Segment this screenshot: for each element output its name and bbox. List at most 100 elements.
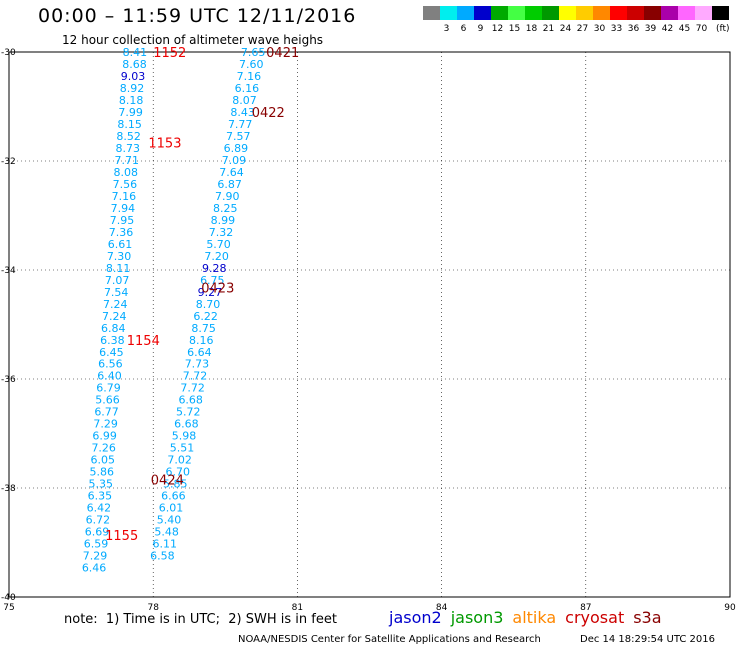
wave-height-value: 5.35: [89, 478, 114, 491]
wave-height-value: 6.99: [92, 430, 117, 443]
legend-swatch-label: 24: [559, 24, 572, 34]
satellite-altika: altika: [512, 608, 557, 627]
x-tick-label: 75: [3, 603, 14, 613]
wave-height-value: 7.99: [118, 106, 143, 119]
wave-height-value: 8.92: [120, 82, 145, 95]
wave-height-value: 8.25: [213, 202, 238, 215]
wave-height-value: 6.58: [150, 550, 175, 563]
legend-swatch: [627, 6, 644, 20]
wave-height-value: 8.08: [114, 166, 139, 179]
y-tick-label: -40: [1, 593, 16, 603]
wave-height-value: 7.72: [183, 370, 208, 383]
wave-height-value: 7.09: [222, 154, 247, 167]
wave-height-value: 6.01: [159, 502, 184, 515]
wave-height-value: 8.68: [122, 58, 147, 71]
legend-swatch: [525, 6, 542, 20]
wave-height-value: 6.16: [235, 82, 260, 95]
legend-swatch-label: 42: [661, 24, 674, 34]
wave-height-value: 8.99: [211, 214, 236, 227]
wave-height-value: 7.77: [228, 118, 253, 131]
wave-height-value: 6.42: [87, 502, 112, 515]
wave-height-value: 8.70: [196, 298, 221, 311]
wave-height-value: 7.02: [167, 454, 192, 467]
wave-height-value: 6.40: [97, 370, 122, 383]
legend-swatch-label: 39: [644, 24, 657, 34]
legend-swatch: [593, 6, 610, 20]
wave-height-value: 6.87: [217, 178, 242, 191]
legend-swatch-label: 45: [678, 24, 691, 34]
wave-height-value: 8.18: [119, 94, 144, 107]
wave-height-value: 6.89: [224, 142, 249, 155]
legend-swatch-label: 33: [610, 24, 623, 34]
wave-height-value: 7.90: [215, 190, 240, 203]
wave-height-value: 5.40: [157, 514, 182, 527]
legend-swatch: [542, 6, 559, 20]
wave-height-value: 6.68: [178, 394, 203, 407]
wave-height-value: 7.30: [107, 250, 132, 263]
wave-height-value: 7.94: [111, 202, 136, 215]
legend-swatch-label: 3: [443, 24, 450, 34]
wave-height-value: 8.07: [232, 94, 257, 107]
legend-swatch-label: 27: [576, 24, 589, 34]
legend-swatch-label: 6: [460, 24, 467, 34]
pass-time-label: 1154: [127, 334, 160, 349]
legend-swatch: [644, 6, 661, 20]
wave-height-value: 7.72: [180, 382, 205, 395]
wave-height-value: 7.57: [226, 130, 251, 143]
wave-height-value: 6.68: [174, 418, 199, 431]
wave-height-value: 7.71: [115, 154, 140, 167]
pass-time-label: 0423: [201, 281, 234, 296]
chart-subtitle: 12 hour collection of altimeter wave hei…: [62, 33, 324, 47]
wave-height-value: 7.29: [93, 418, 118, 431]
legend-swatch: [576, 6, 593, 20]
pass-time-label: 0424: [151, 473, 184, 488]
wave-height-value: 7.54: [104, 286, 129, 299]
satellite-s3a: s3a: [633, 608, 662, 627]
legend-swatch-label: 18: [525, 24, 538, 34]
legend-swatch-label: 21: [542, 24, 555, 34]
wave-height-value: 7.95: [110, 214, 135, 227]
x-tick-label: 81: [292, 603, 303, 613]
wave-height-value: 6.59: [84, 538, 109, 551]
wave-height-value: 6.56: [98, 358, 123, 371]
wave-height-value: 8.11: [106, 262, 131, 275]
legend-swatch: [457, 6, 474, 20]
pass-time-label: 1152: [153, 46, 186, 61]
wave-height-value: 6.64: [187, 346, 212, 359]
wave-height-value: 5.85: [163, 478, 188, 491]
x-tick-label: 90: [724, 603, 736, 613]
wave-height-value: 9.27: [198, 286, 223, 299]
x-tick-label: 84: [436, 603, 448, 613]
wave-height-value: 7.24: [102, 310, 127, 323]
y-tick-label: -34: [1, 266, 16, 276]
x-tick-label: 78: [147, 603, 159, 613]
legend-swatch-label: 9: [477, 24, 484, 34]
legend-swatch-label: 70: [695, 24, 708, 34]
pass-time-label: 1155: [105, 529, 138, 544]
chart-title: 00:00 – 11:59 UTC 12/11/2016: [38, 5, 357, 27]
legend-swatch: [491, 6, 508, 20]
legend-swatch: [423, 6, 440, 20]
legend-swatch-label: 15: [508, 24, 521, 34]
wave-height-value: 6.66: [161, 490, 186, 503]
wave-height-value: 7.20: [204, 250, 229, 263]
wave-height-value: 7.73: [185, 358, 210, 371]
wave-height-value: 7.56: [113, 178, 138, 191]
note-text: note: 1) Time is in UTC; 2) SWH is in fe…: [64, 612, 337, 627]
legend-swatch-label: 12: [491, 24, 504, 34]
wave-height-value: 7.26: [91, 442, 116, 455]
wave-height-value: 6.72: [86, 514, 111, 527]
wave-height-value: 7.16: [237, 70, 262, 83]
wave-height-value: 9.03: [121, 70, 146, 83]
y-tick-label: -38: [1, 484, 16, 494]
y-tick-label: -36: [1, 375, 16, 385]
wave-height-value: 6.77: [94, 406, 119, 419]
wave-height-value: 5.98: [172, 430, 197, 443]
wave-height-value: 5.48: [154, 526, 179, 539]
wave-height-value: 7.16: [112, 190, 137, 203]
wave-height-value: 6.70: [165, 466, 190, 479]
wave-height-value: 7.24: [103, 298, 128, 311]
satellite-legend: jason2 jason3 altika cryosat s3a: [389, 608, 671, 627]
wave-height-value: 6.46: [82, 562, 107, 575]
